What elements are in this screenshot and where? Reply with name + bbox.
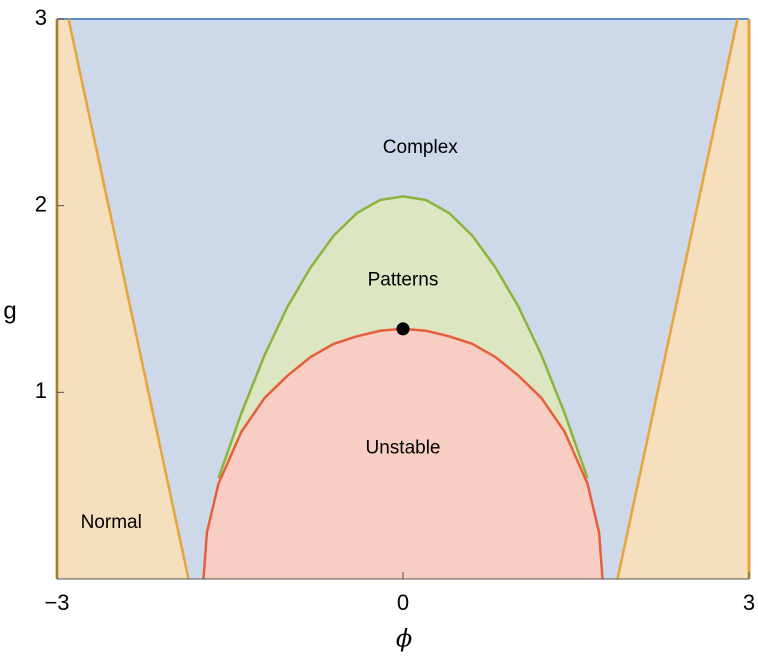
region-label: Complex — [383, 137, 458, 158]
region-fill — [203, 328, 603, 579]
marker-point — [396, 322, 410, 336]
boundary-curve — [217, 195, 589, 479]
x-tick-label: 3 — [743, 590, 755, 615]
boundary-curve — [67, 18, 190, 580]
region-fill — [617, 19, 749, 579]
boundary-curve — [616, 18, 739, 580]
x-axis-label: ϕ — [396, 625, 412, 653]
region-fill — [57, 19, 189, 579]
y-tick-label: 3 — [35, 5, 47, 30]
x-tick-label: −3 — [44, 590, 69, 615]
y-tick-label: 2 — [35, 191, 47, 216]
y-tick-label: 1 — [35, 378, 47, 403]
x-tick-label: 0 — [397, 590, 409, 615]
region-label: Unstable — [366, 437, 441, 458]
y-axis-label: g — [3, 297, 16, 324]
region-label: Patterns — [368, 269, 439, 290]
region-label: Normal — [81, 512, 142, 533]
